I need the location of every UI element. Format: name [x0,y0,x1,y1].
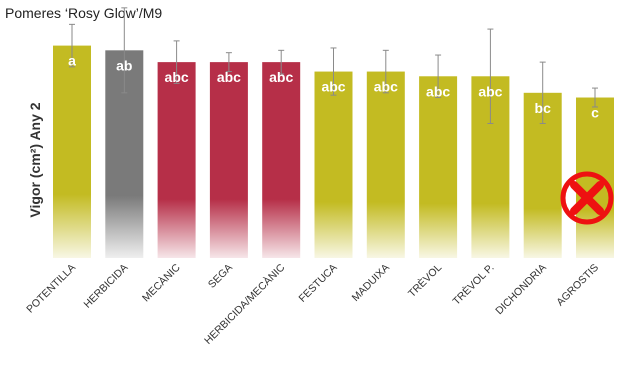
error-bar [539,61,546,124]
error-bar [382,49,389,94]
bar-label: abc [217,69,241,85]
error-bar [435,54,442,99]
error-bar [278,49,285,75]
x-tick-label: HERBICIDA [81,262,130,311]
x-tick-label: AGROSTIS [554,262,601,309]
error-bar [69,23,75,68]
x-tick-label: MECÀNIC [139,261,183,305]
x-tick-label: FESTUCA [296,262,339,305]
bar-label: abc [478,83,502,99]
chart-title: Pomeres ‘Rosy Glow’/M9 [5,5,162,21]
bars-layer [53,45,614,259]
bar-labels-layer: a ab abc abc abc abc abc abc abc bc c [68,53,599,121]
bar-label: abc [165,69,189,85]
error-bar [592,87,598,108]
bar [53,45,91,258]
error-bar [121,7,128,94]
x-tick-label: DICHONDRIA [493,262,549,318]
error-bar [487,28,494,124]
bar-label: bc [535,100,552,116]
bar [262,62,301,259]
bar-label: abc [426,83,450,99]
error-bar [225,52,232,73]
bar [419,76,458,258]
bar-label: ab [116,57,132,73]
x-tick-label: SEGA [206,262,235,291]
error-bar [330,47,337,96]
x-tick-label: TRÈVOL P. [450,261,497,308]
y-axis-label: Vigor (cm²) Any 2 [27,102,43,217]
bar [209,62,248,259]
bar-label: abc [269,69,293,85]
x-tick-label: TRÈVOL [405,261,444,300]
error-bar [173,40,180,84]
bar [314,71,353,258]
bar-label: a [68,53,76,69]
bar-label: abc [374,79,398,95]
error-bars-layer [69,7,598,124]
bar-label: abc [321,79,345,95]
x-tick-labels-layer: POTENTILLA HERBICIDA MECÀNIC SEGAHERBICIDA/… [24,261,601,347]
x-tick-label: POTENTILLA [24,262,78,316]
x-tick-label: MADUIXA [350,262,392,304]
red-cross-circle-icon [560,171,614,225]
bar [157,62,196,259]
bar [366,71,405,258]
bar-label: c [591,105,599,121]
